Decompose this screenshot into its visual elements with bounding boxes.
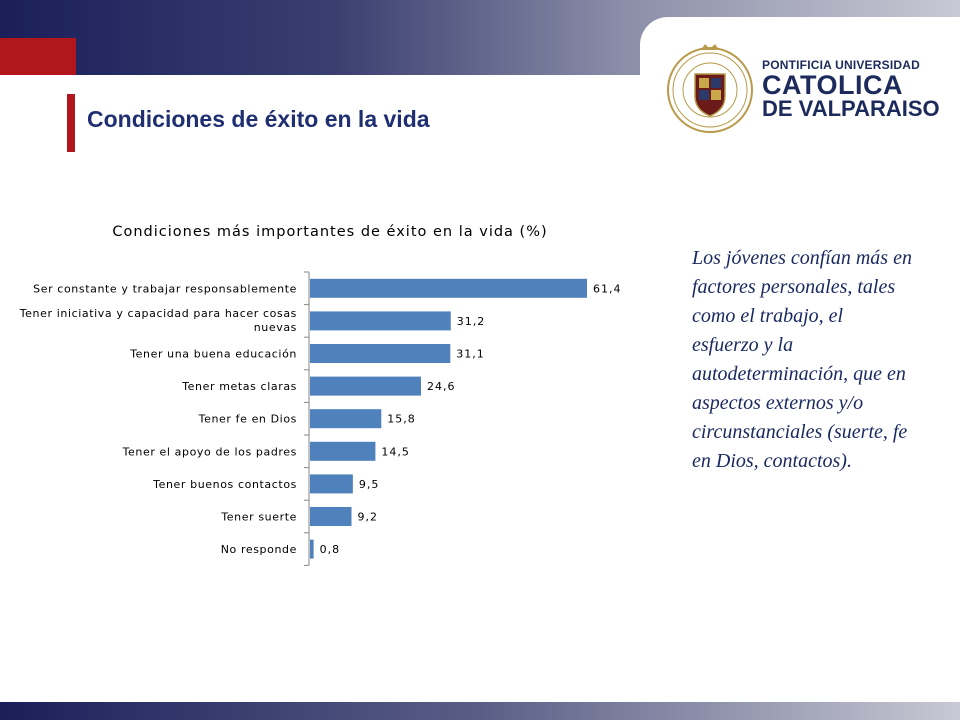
brand-line-1: PONTIFICIA UNIVERSIDAD (762, 58, 920, 72)
bar (310, 474, 353, 494)
bar-value-label: 31,1 (456, 348, 485, 361)
footer-band (0, 702, 960, 720)
bar (310, 539, 314, 559)
bar-value-label: 15,8 (387, 413, 416, 426)
brand-line-2: CATOLICA (762, 70, 903, 100)
category-label: Tener metas claras (181, 380, 297, 393)
bar (310, 441, 376, 461)
side-commentary: Los jóvenes confían más en factores pers… (692, 247, 912, 472)
logo-panel (640, 17, 960, 157)
university-seal-icon (667, 44, 753, 133)
bar-chart: Condiciones más importantes de éxito en … (19, 224, 622, 566)
bar (310, 507, 352, 526)
brand-line-3: DE VALPARAISO (762, 96, 940, 121)
bar-value-label: 61,4 (593, 282, 622, 295)
category-label: Tener fe en Dios (198, 413, 297, 426)
category-label: Tener suerte (220, 511, 297, 524)
category-label: No responde (221, 543, 297, 556)
category-label: Tener buenos contactos (152, 478, 297, 491)
bar (310, 409, 382, 429)
bar (310, 376, 421, 396)
category-label: Tener el apoyo de los padres (122, 445, 297, 458)
header-red-tab (0, 38, 76, 75)
category-label: nuevas (254, 321, 297, 334)
title-accent-bar (67, 94, 75, 152)
bar (310, 278, 587, 298)
bar-value-label: 14,5 (381, 445, 410, 458)
slide-title: Condiciones de éxito en la vida (87, 106, 430, 132)
university-brand: PONTIFICIA UNIVERSIDAD CATOLICA DE VALPA… (762, 58, 940, 120)
bar-value-label: 9,2 (358, 511, 379, 524)
bar (310, 344, 451, 363)
category-label: Tener una buena educación (129, 348, 297, 361)
chart-title: Condiciones más importantes de éxito en … (112, 224, 547, 240)
chart-container: Condiciones más importantes de éxito en … (0, 210, 640, 580)
bar-value-label: 0,8 (320, 543, 341, 556)
bar-value-label: 24,6 (427, 380, 456, 393)
bar-value-label: 31,2 (457, 315, 486, 328)
bar-value-label: 9,5 (359, 478, 380, 491)
bar (310, 311, 451, 331)
category-label: Ser constante y trabajar responsablement… (33, 282, 297, 295)
category-label: Tener iniciativa y capacidad para hacer … (19, 307, 297, 320)
